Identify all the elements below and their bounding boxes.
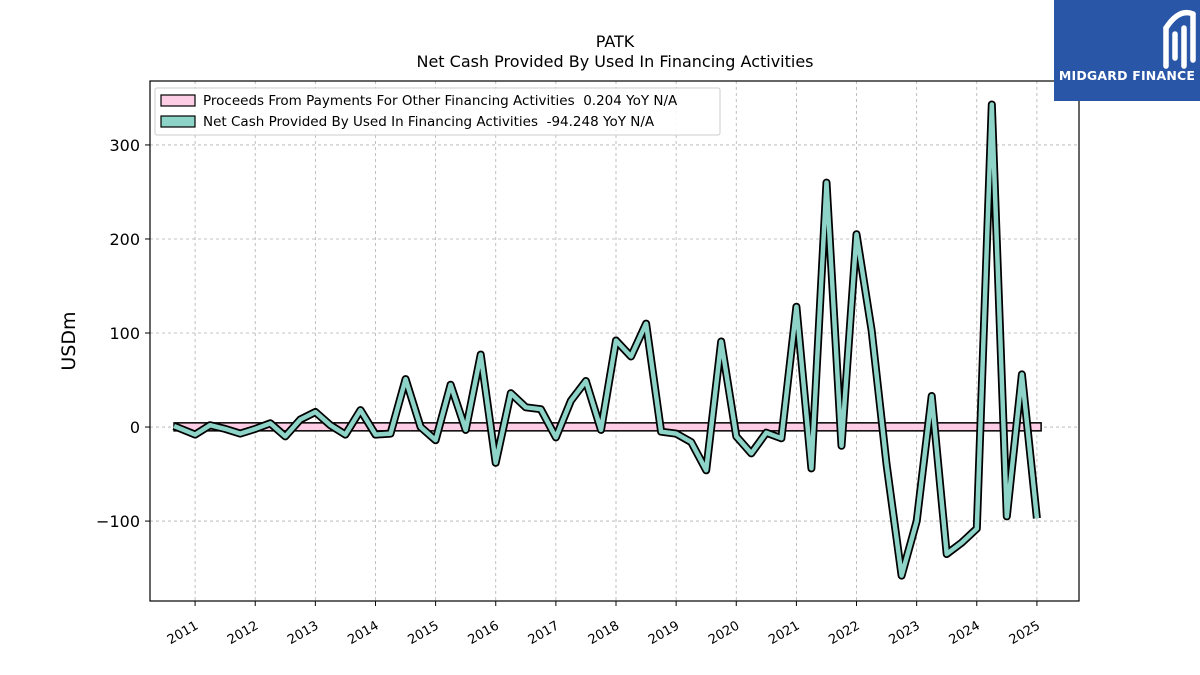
x-tick-label: 2024 [947,618,983,648]
x-tick-label: 2022 [826,618,862,648]
y-axis-label: USDm [58,311,80,370]
x-tick-label: 2012 [225,618,261,648]
legend-box [154,87,721,136]
legend-swatch-net-cash [160,115,196,128]
brand-logo: MIDGARD FINANCE [1054,0,1200,101]
y-tick-label: 100 [109,324,140,343]
x-tick-label: 2018 [586,618,622,648]
chart-subtitle: Net Cash Provided By Used In Financing A… [416,52,813,71]
area-proceeds-financing [173,422,1042,432]
x-tick-label: 2015 [405,618,441,648]
legend-label-net-cash: Net Cash Provided By Used In Financing A… [203,114,655,130]
x-tick-label: 2023 [886,618,922,648]
x-tick-label: 2021 [766,618,802,648]
legend-label-proceeds: Proceeds From Payments For Other Financi… [203,93,678,109]
y-tick-label: 200 [109,230,140,249]
line-series [172,100,1041,580]
x-axis: 2011 2012 2013 2014 2015 2016 2017 2018 2019 2020… [165,601,1043,648]
x-tick-label: 2025 [1007,618,1043,648]
x-tick-label: 2013 [285,618,321,648]
x-tick-label: 2016 [466,618,502,648]
y-tick-label: −100 [96,512,140,531]
y-axis: −100 0 100 200 300 [96,136,150,531]
chart-title: PATK [596,32,635,51]
midgard-logo-icon [1163,9,1196,69]
plot-frame [149,80,1080,602]
x-tick-label: 2014 [345,618,381,648]
line-net-cash-financing [173,102,1040,578]
x-tick-label: 2011 [165,618,201,648]
x-tick-label: 2019 [646,618,682,648]
legend-swatch-proceeds [160,94,196,107]
x-tick-label: 2020 [706,618,742,648]
x-tick-label: 2017 [526,618,562,648]
y-tick-label: 0 [130,418,140,437]
legend: Proceeds From Payments For Other Financi… [154,87,721,136]
line-net-cash-outline [172,100,1041,580]
y-tick-label: 300 [109,136,140,155]
area-series [173,422,1042,432]
